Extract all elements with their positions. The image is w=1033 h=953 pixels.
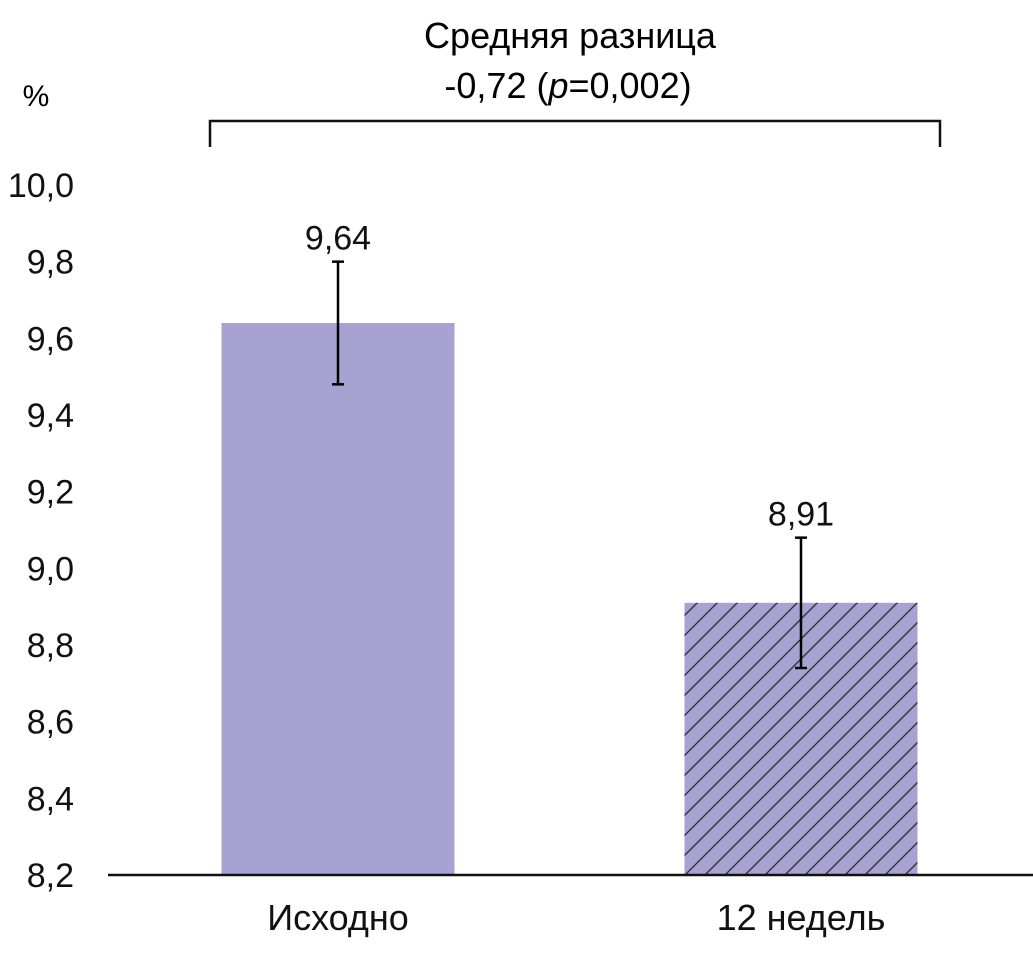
x-axis-labels: Исходно 12 недель xyxy=(267,897,885,938)
bar-value-label: 9,64 xyxy=(305,220,371,258)
bars-group xyxy=(221,323,918,875)
y-tick-label: 9,6 xyxy=(27,320,74,358)
error-bars-group xyxy=(332,260,807,670)
y-tick-label: 8,8 xyxy=(27,627,74,665)
x-category-label: 12 недель xyxy=(717,897,886,938)
y-tick-label: 8,4 xyxy=(27,780,74,818)
y-tick-label: 9,0 xyxy=(27,550,74,588)
y-axis-ticks: 10,0 9,8 9,6 9,4 9,2 9,0 8,8 8,6 8,4 8,2 xyxy=(8,167,74,895)
y-tick-label: 8,2 xyxy=(27,857,74,895)
title-line2-p: p xyxy=(547,65,568,106)
y-unit-label: % xyxy=(23,80,50,113)
chart-title-line2: -0,72 (p=0,002) xyxy=(444,65,691,106)
title-line2-prefix: -0,72 ( xyxy=(444,65,548,106)
comparison-bracket xyxy=(208,119,942,147)
y-tick-label: 8,6 xyxy=(27,704,74,742)
x-category-label: Исходно xyxy=(267,897,409,938)
chart-title-line1: Средняя разница xyxy=(424,15,717,56)
y-tick-label: 9,4 xyxy=(27,397,74,435)
y-tick-label: 9,8 xyxy=(27,244,74,282)
bar-value-label: 8,91 xyxy=(768,496,834,534)
y-tick-label: 9,2 xyxy=(27,474,74,512)
bar xyxy=(221,323,455,875)
y-tick-label: 10,0 xyxy=(8,167,74,205)
title-line2-suffix: =0,002) xyxy=(568,65,691,106)
value-labels-group: 9,64 8,91 xyxy=(305,220,834,534)
